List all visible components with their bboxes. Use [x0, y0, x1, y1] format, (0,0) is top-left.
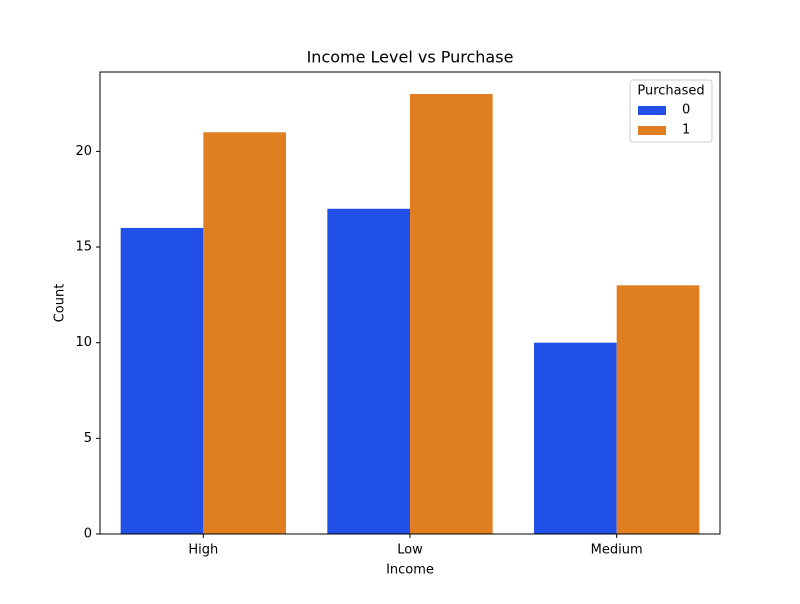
y-tick-label: 20: [75, 144, 92, 159]
plot-frame: [99, 71, 721, 535]
legend-swatch: [638, 106, 666, 115]
y-tick-label: 0: [84, 527, 92, 542]
x-tick-label: Low: [397, 543, 423, 558]
legend-swatch: [638, 126, 666, 135]
bar: [203, 132, 286, 534]
legend-title: Purchased: [637, 84, 704, 99]
y-tick-label: 5: [84, 431, 92, 446]
bar: [616, 285, 700, 534]
x-axis-label: Income: [386, 563, 434, 578]
y-tick-label: 15: [75, 240, 92, 255]
x-tick-label: High: [188, 543, 218, 558]
legend-label: 1: [682, 123, 690, 138]
y-tick-label: 10: [75, 335, 92, 350]
bar: [410, 94, 493, 534]
bar: [120, 227, 204, 535]
x-tick-label: Medium: [591, 543, 643, 558]
bar: [327, 208, 410, 535]
y-axis-label: Count: [53, 284, 68, 323]
bar: [534, 342, 617, 534]
chart-title: Income Level vs Purchase: [307, 48, 514, 67]
legend-label: 0: [682, 103, 690, 118]
